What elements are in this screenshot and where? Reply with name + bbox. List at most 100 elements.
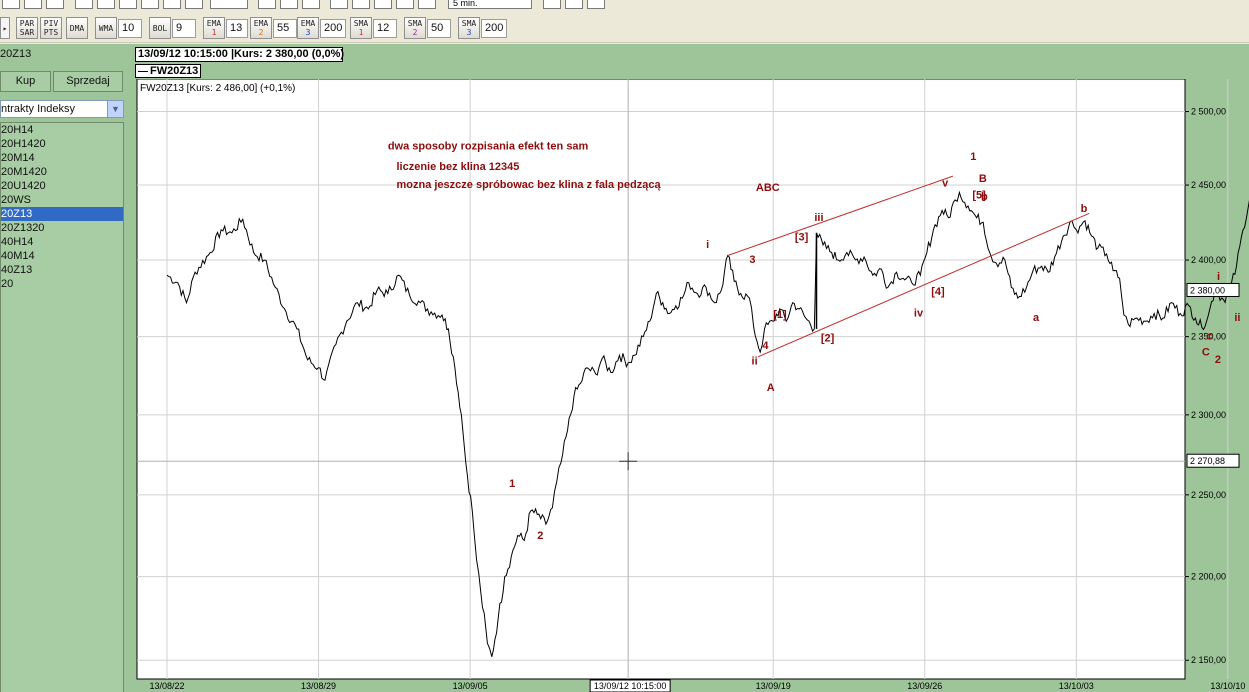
list-item[interactable]: 20U1420 [1, 180, 46, 192]
current-price-label-box [1186, 282, 1240, 297]
annotation-text: mozna jeszcze spróbowac bez klina z fala… [396, 179, 661, 191]
instrument-panel: 20Z13 Kup Sprzedaj ntrakty Indeksy ▼ 20H… [0, 44, 127, 692]
list-item[interactable]: 20Z13 [1, 207, 123, 221]
wave-label: a [1033, 312, 1040, 324]
indicator-ema1-button[interactable]: EMA 1 [203, 17, 225, 39]
bol-period-field[interactable]: 9 [172, 19, 196, 38]
list-item[interactable]: 20H14 [1, 124, 34, 136]
indicator-ema3-button[interactable]: EMA 3 [297, 17, 319, 39]
indicator-wma-label: WMA [98, 23, 114, 33]
list-item[interactable]: 20 [1, 278, 14, 290]
indicator-ema2-index: 2 [258, 28, 264, 37]
indicator-ema2-label: EMA [253, 19, 269, 28]
indicator-sma1-index: 1 [358, 28, 364, 37]
equal-2-icon[interactable] [374, 0, 392, 9]
print-icon[interactable] [46, 0, 64, 9]
indicator-ema2-button[interactable]: EMA 2 [250, 17, 272, 39]
equal-3-icon[interactable] [418, 0, 436, 9]
series-line [166, 190, 1249, 657]
not-equal-2-icon[interactable] [396, 0, 414, 9]
indicator-bol-button[interactable]: BOL [149, 17, 171, 39]
indicator-sma2-button[interactable]: SMA 2 [404, 17, 426, 39]
candles-icon[interactable] [302, 0, 320, 9]
list-item[interactable]: 20WS [1, 194, 31, 206]
y-tick-label: 2 300,00 [1191, 410, 1226, 420]
ema3-period-field[interactable]: 200 [320, 19, 346, 38]
sell-button[interactable]: Sprzedaj [53, 71, 123, 92]
indicator-dma-button[interactable]: DMA [66, 17, 88, 39]
indicator-bol-label: BOL [152, 23, 168, 33]
open-icon[interactable] [2, 0, 20, 9]
sma3-period-field[interactable]: 200 [481, 19, 507, 38]
ema2-period-field[interactable]: 55 [273, 19, 297, 38]
series-info: FW20Z13 [Kurs: 2 486,00] (+0,1%) [140, 83, 295, 94]
ema1-period-field[interactable]: 13 [226, 19, 248, 38]
pen-icon[interactable] [119, 0, 137, 9]
list-item[interactable]: 20Z1320 [1, 222, 45, 234]
wave-label: 2 [1215, 354, 1221, 366]
top-toolbar: 5 min. [0, 0, 1249, 11]
list-item[interactable]: 20M1420 [1, 166, 47, 178]
list-item[interactable]: 40M14 [1, 250, 35, 262]
target-icon[interactable] [24, 0, 42, 9]
chart-legend: FW20Z13 [135, 64, 201, 78]
indicator-parsar-button[interactable]: PAR SAR [16, 17, 38, 39]
y-tick-label: 2 500,00 [1191, 107, 1226, 117]
trendline[interactable] [757, 212, 1090, 358]
list-item[interactable]: 40H14 [1, 236, 34, 248]
scroll-left-button[interactable]: ▸ [0, 17, 10, 39]
shape-tool-icon[interactable] [185, 0, 203, 9]
zoom-icon[interactable] [97, 0, 115, 9]
indicator-sma1-button[interactable]: SMA 1 [350, 17, 372, 39]
instrument-list[interactable]: 20H14 20H1420 20M14 20M1420 20U1420 20WS 20Z13… [0, 122, 124, 692]
x-tick-label: 13/10/10 [1210, 681, 1245, 691]
y-tick-label: 2 200,00 [1191, 572, 1226, 582]
interval-select-value: 5 min. [453, 0, 478, 8]
indicator-wma-button[interactable]: WMA [95, 17, 117, 39]
sma2-period-field[interactable]: 50 [427, 19, 451, 38]
trendline[interactable] [727, 175, 954, 256]
chart-area[interactable]: 2 500,00 2 450,00 2 400,00 2 350,00 2 300,00… [127, 78, 1249, 692]
interval-select[interactable]: 5 min. [448, 0, 532, 9]
category-select-value: ntrakty Indeksy [1, 103, 75, 115]
list-icon[interactable] [565, 0, 583, 9]
wave-label: [2] [821, 332, 835, 344]
indicator-pivpts-label: PIV PTS [43, 19, 59, 37]
price-chart[interactable]: 2 500,00 2 450,00 2 400,00 2 350,00 2 300,00… [127, 78, 1249, 692]
chart-type-icon[interactable] [258, 0, 276, 9]
arrow-tool-icon[interactable] [163, 0, 181, 9]
list-item[interactable]: 40Z13 [1, 264, 33, 276]
buy-button[interactable]: Kup [0, 71, 51, 92]
indicator-parsar-label: PAR SAR [19, 19, 35, 37]
annotation-text: liczenie bez klina 12345 [396, 161, 519, 173]
sma1-period-field[interactable]: 12 [373, 19, 397, 38]
draw-line-icon[interactable] [75, 0, 93, 9]
indicator-sma3-button[interactable]: SMA 3 [458, 17, 480, 39]
annotation-text: dwa sposoby rozpisania efekt ten sam [388, 141, 589, 153]
tool-select[interactable] [210, 0, 248, 9]
indicator-pivpts-button[interactable]: PIV PTS [40, 17, 62, 39]
chart-style-icon[interactable] [280, 0, 298, 9]
indicator-toolbar: ▸ PAR SAR PIV PTS DMA WMA 10 BOL 9 EMA 1 … [0, 13, 1249, 43]
wma-period-field[interactable]: 10 [118, 19, 142, 38]
list-item[interactable]: 20M14 [1, 152, 35, 164]
window-icon[interactable] [543, 0, 561, 9]
cursor-price-label: 2 270,88 [1190, 456, 1225, 466]
not-equal-icon[interactable] [352, 0, 370, 9]
table-icon[interactable] [587, 0, 605, 9]
annotation-text: ABC [756, 182, 780, 194]
wave-label: i [1217, 271, 1220, 283]
wave-label: 4 [762, 340, 769, 352]
cursor-tool-icon[interactable] [141, 0, 159, 9]
indicator-dma-label: DMA [69, 23, 85, 33]
equal-icon[interactable] [330, 0, 348, 9]
category-select[interactable]: ntrakty Indeksy ▼ [0, 100, 124, 118]
chevron-down-icon[interactable]: ▼ [107, 101, 123, 117]
wave-label: v [942, 178, 949, 190]
indicator-ema1-label: EMA [206, 19, 222, 28]
wave-label: iii [814, 212, 823, 224]
wave-label: [5] [972, 189, 986, 201]
list-item[interactable]: 20H1420 [1, 138, 46, 150]
wave-label: i [706, 239, 709, 251]
wave-label: 1 [509, 478, 515, 490]
